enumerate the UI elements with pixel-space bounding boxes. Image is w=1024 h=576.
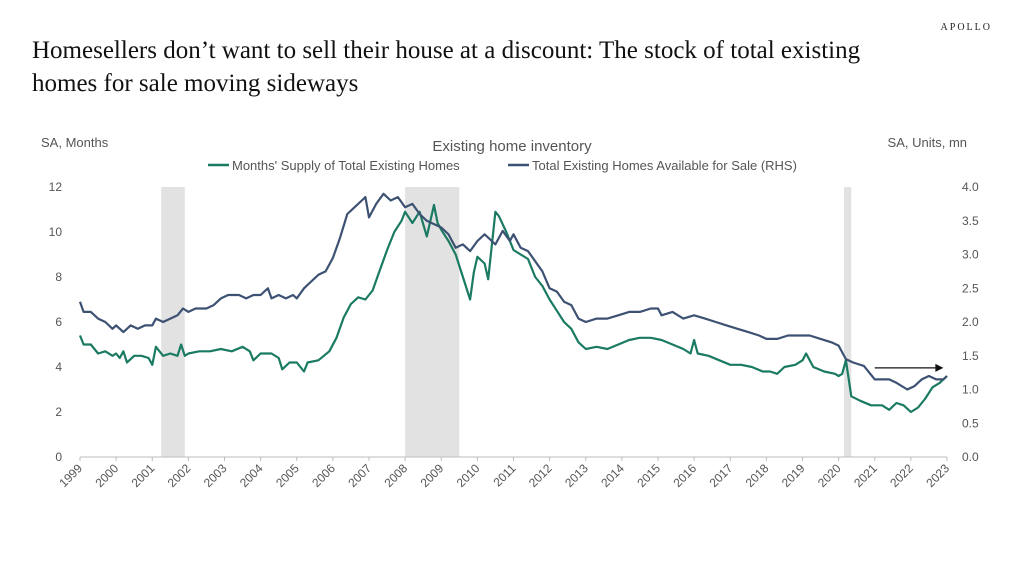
x-tick-label: 2014: [598, 461, 627, 490]
y-left-tick-label: 10: [49, 225, 63, 239]
series-line-months-supply: [78, 203, 948, 414]
y-right-tick-label: 1.0: [962, 383, 979, 397]
x-tick-label: 2002: [165, 461, 194, 490]
x-tick-label: 2008: [381, 461, 410, 490]
recession-bands: [161, 187, 852, 457]
brand-logo: APOLLO: [940, 22, 992, 33]
x-tick-label: 2001: [129, 461, 158, 490]
x-tick-label: 2017: [707, 461, 736, 490]
chart-labels: Existing home inventory SA, Months SA, U…: [41, 135, 967, 155]
y-right-tick-label: 3.5: [962, 214, 979, 228]
y-left-tick-label: 8: [55, 270, 62, 284]
arrow-head: [935, 363, 944, 372]
x-tick-label: 2022: [887, 461, 916, 490]
x-tick-label: 2006: [309, 461, 338, 490]
headline: Homesellers don’t want to sell their hou…: [32, 37, 861, 97]
x-tick-label: 2013: [562, 461, 591, 490]
x-tick-label: 2015: [634, 461, 663, 490]
y-left-tick-label: 2: [55, 405, 62, 419]
y-right-tick-label: 3.0: [962, 248, 979, 262]
x-tick-label: 2019: [779, 461, 808, 490]
y-right-tick-label: 2.5: [962, 281, 979, 295]
y-right-tick-label: 0.0: [962, 450, 979, 464]
x-tick-label: 2000: [92, 461, 121, 490]
legend: Months' Supply of Total Existing Homes T…: [208, 158, 797, 173]
legend-label-supply: Months' Supply of Total Existing Homes: [232, 158, 460, 173]
right-axis-label: SA, Units, mn: [888, 135, 967, 150]
y-left-tick-label: 12: [49, 180, 63, 194]
y-left-tick-label: 4: [55, 360, 62, 374]
y-right-tick-label: 0.5: [962, 416, 979, 430]
x-tick-label: 2010: [454, 461, 483, 490]
x-tick-label: 2007: [345, 461, 374, 490]
x-tick-label: 2011: [490, 461, 518, 489]
legend-label-inventory: Total Existing Homes Available for Sale …: [532, 158, 797, 173]
y-right-tick-label: 4.0: [962, 180, 979, 194]
recession-band-2: [844, 187, 852, 457]
x-tick-label: 2018: [743, 461, 772, 490]
recession-band-1: [405, 187, 460, 457]
x-tick-label: 2023: [923, 461, 952, 490]
left-axis-label: SA, Months: [41, 135, 109, 150]
x-tick-label: 2021: [851, 461, 880, 490]
chart-title: Existing home inventory: [432, 138, 592, 155]
x-tick-label: 2016: [670, 461, 699, 490]
series-line-homes-for-sale: [78, 192, 948, 391]
y-right-tick-label: 1.5: [962, 349, 979, 363]
x-tick-label: 2012: [526, 461, 555, 490]
y-right-tick-label: 2.0: [962, 315, 979, 329]
x-tick-label: 2020: [815, 461, 844, 490]
axes: 1999 2000 2001 2002 2003 2004 2005 2006 2007 2008…: [49, 180, 979, 490]
series-lines: [78, 192, 948, 414]
x-tick-label: 2003: [201, 461, 230, 490]
annotations: [874, 363, 944, 372]
x-tick-label: 2005: [273, 461, 302, 490]
x-tick-label: 2009: [418, 461, 447, 490]
x-tick-label: 1999: [56, 461, 85, 490]
x-tick-label: 2004: [237, 461, 266, 490]
recession-band-0: [161, 187, 185, 457]
y-left-tick-label: 0: [55, 450, 62, 464]
y-left-tick-label: 6: [55, 315, 62, 329]
